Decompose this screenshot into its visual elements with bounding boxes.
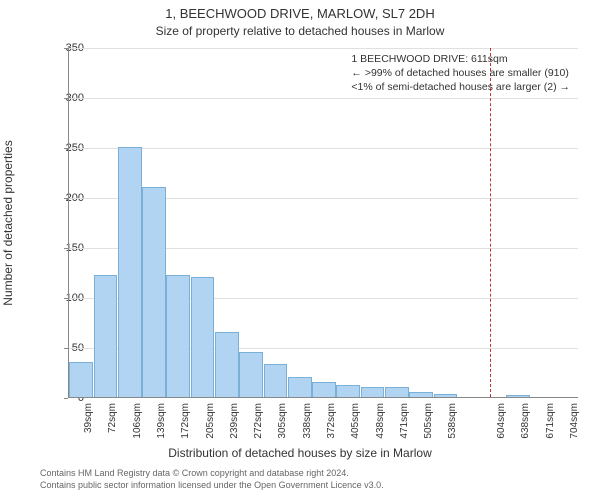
credits-line1: Contains HM Land Registry data © Crown c…	[40, 468, 384, 480]
annotation-line2: ← >99% of detached houses are smaller (9…	[351, 66, 570, 80]
chart-title-sub: Size of property relative to detached ho…	[0, 24, 600, 38]
annotation-line1: 1 BEECHWOOD DRIVE: 611sqm	[351, 52, 570, 66]
chart-title-main: 1, BEECHWOOD DRIVE, MARLOW, SL7 2DH	[0, 6, 600, 21]
chart-container: 1, BEECHWOOD DRIVE, MARLOW, SL7 2DH Size…	[0, 0, 600, 500]
bar	[69, 362, 93, 397]
bar	[336, 385, 360, 397]
bar	[191, 277, 215, 397]
bar	[409, 392, 433, 397]
bar	[94, 275, 118, 397]
ytick-mark	[64, 398, 68, 399]
bar	[506, 395, 530, 397]
marker-line	[490, 48, 491, 397]
annotation-box: 1 BEECHWOOD DRIVE: 611sqm← >99% of detac…	[347, 50, 574, 97]
y-axis-label: Number of detached properties	[1, 140, 15, 305]
x-axis-label: Distribution of detached houses by size …	[0, 446, 600, 460]
bar	[264, 364, 288, 397]
bar	[434, 394, 458, 397]
gridline	[69, 48, 578, 49]
bar	[118, 147, 142, 397]
bar	[288, 377, 312, 397]
bar	[142, 187, 166, 397]
bar	[312, 382, 336, 397]
bar	[239, 352, 263, 397]
credits: Contains HM Land Registry data © Crown c…	[40, 468, 384, 491]
bar	[385, 387, 409, 397]
bar	[215, 332, 239, 397]
annotation-line3: <1% of semi-detached houses are larger (…	[351, 80, 570, 94]
bar	[361, 387, 385, 397]
credits-line2: Contains public sector information licen…	[40, 480, 384, 492]
gridline	[69, 148, 578, 149]
bar	[166, 275, 190, 397]
gridline	[69, 98, 578, 99]
plot-area: 1 BEECHWOOD DRIVE: 611sqm← >99% of detac…	[68, 48, 578, 398]
